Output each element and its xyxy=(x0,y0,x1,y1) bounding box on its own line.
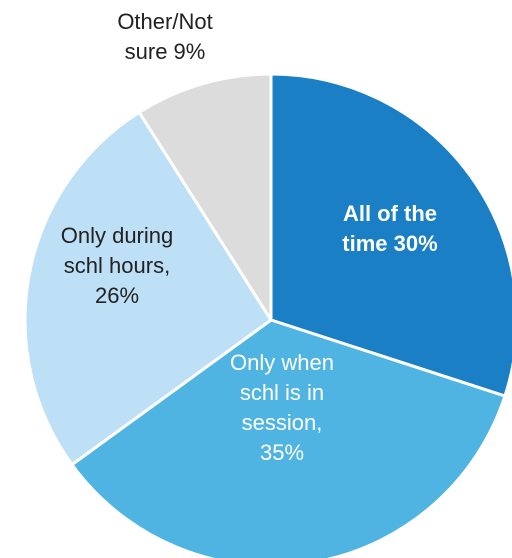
slice-label-line: Only when xyxy=(230,350,334,375)
pie-labels: All of the time 30% Only when schl is in ses… xyxy=(61,9,438,465)
slice-label-line: 35% xyxy=(260,440,304,465)
slice-label-line: schl is in xyxy=(240,380,324,405)
slice-label: Only during schl hours, 26% xyxy=(61,223,174,308)
slice-label: Only when schl is in session, 35% xyxy=(230,350,334,465)
slice-label: Other/Not sure 9% xyxy=(117,9,212,64)
slice-label-line: schl hours, xyxy=(64,253,170,278)
pie-slice xyxy=(23,110,273,467)
slice-label-line: Only during xyxy=(61,223,174,248)
slice-label-line: time 30% xyxy=(342,231,437,256)
slice-label-line: All of the xyxy=(343,201,437,226)
pie-slice xyxy=(70,318,507,558)
pie-slices xyxy=(23,72,512,558)
slice-label-line: 26% xyxy=(95,283,139,308)
slice-label: All of the time 30% xyxy=(342,201,437,256)
slice-label-line: sure 9% xyxy=(125,39,206,64)
pie-slice xyxy=(269,72,512,398)
pie-slice xyxy=(137,72,273,322)
slice-label-line: Other/Not xyxy=(117,9,212,34)
slice-label-line: session, xyxy=(242,410,323,435)
